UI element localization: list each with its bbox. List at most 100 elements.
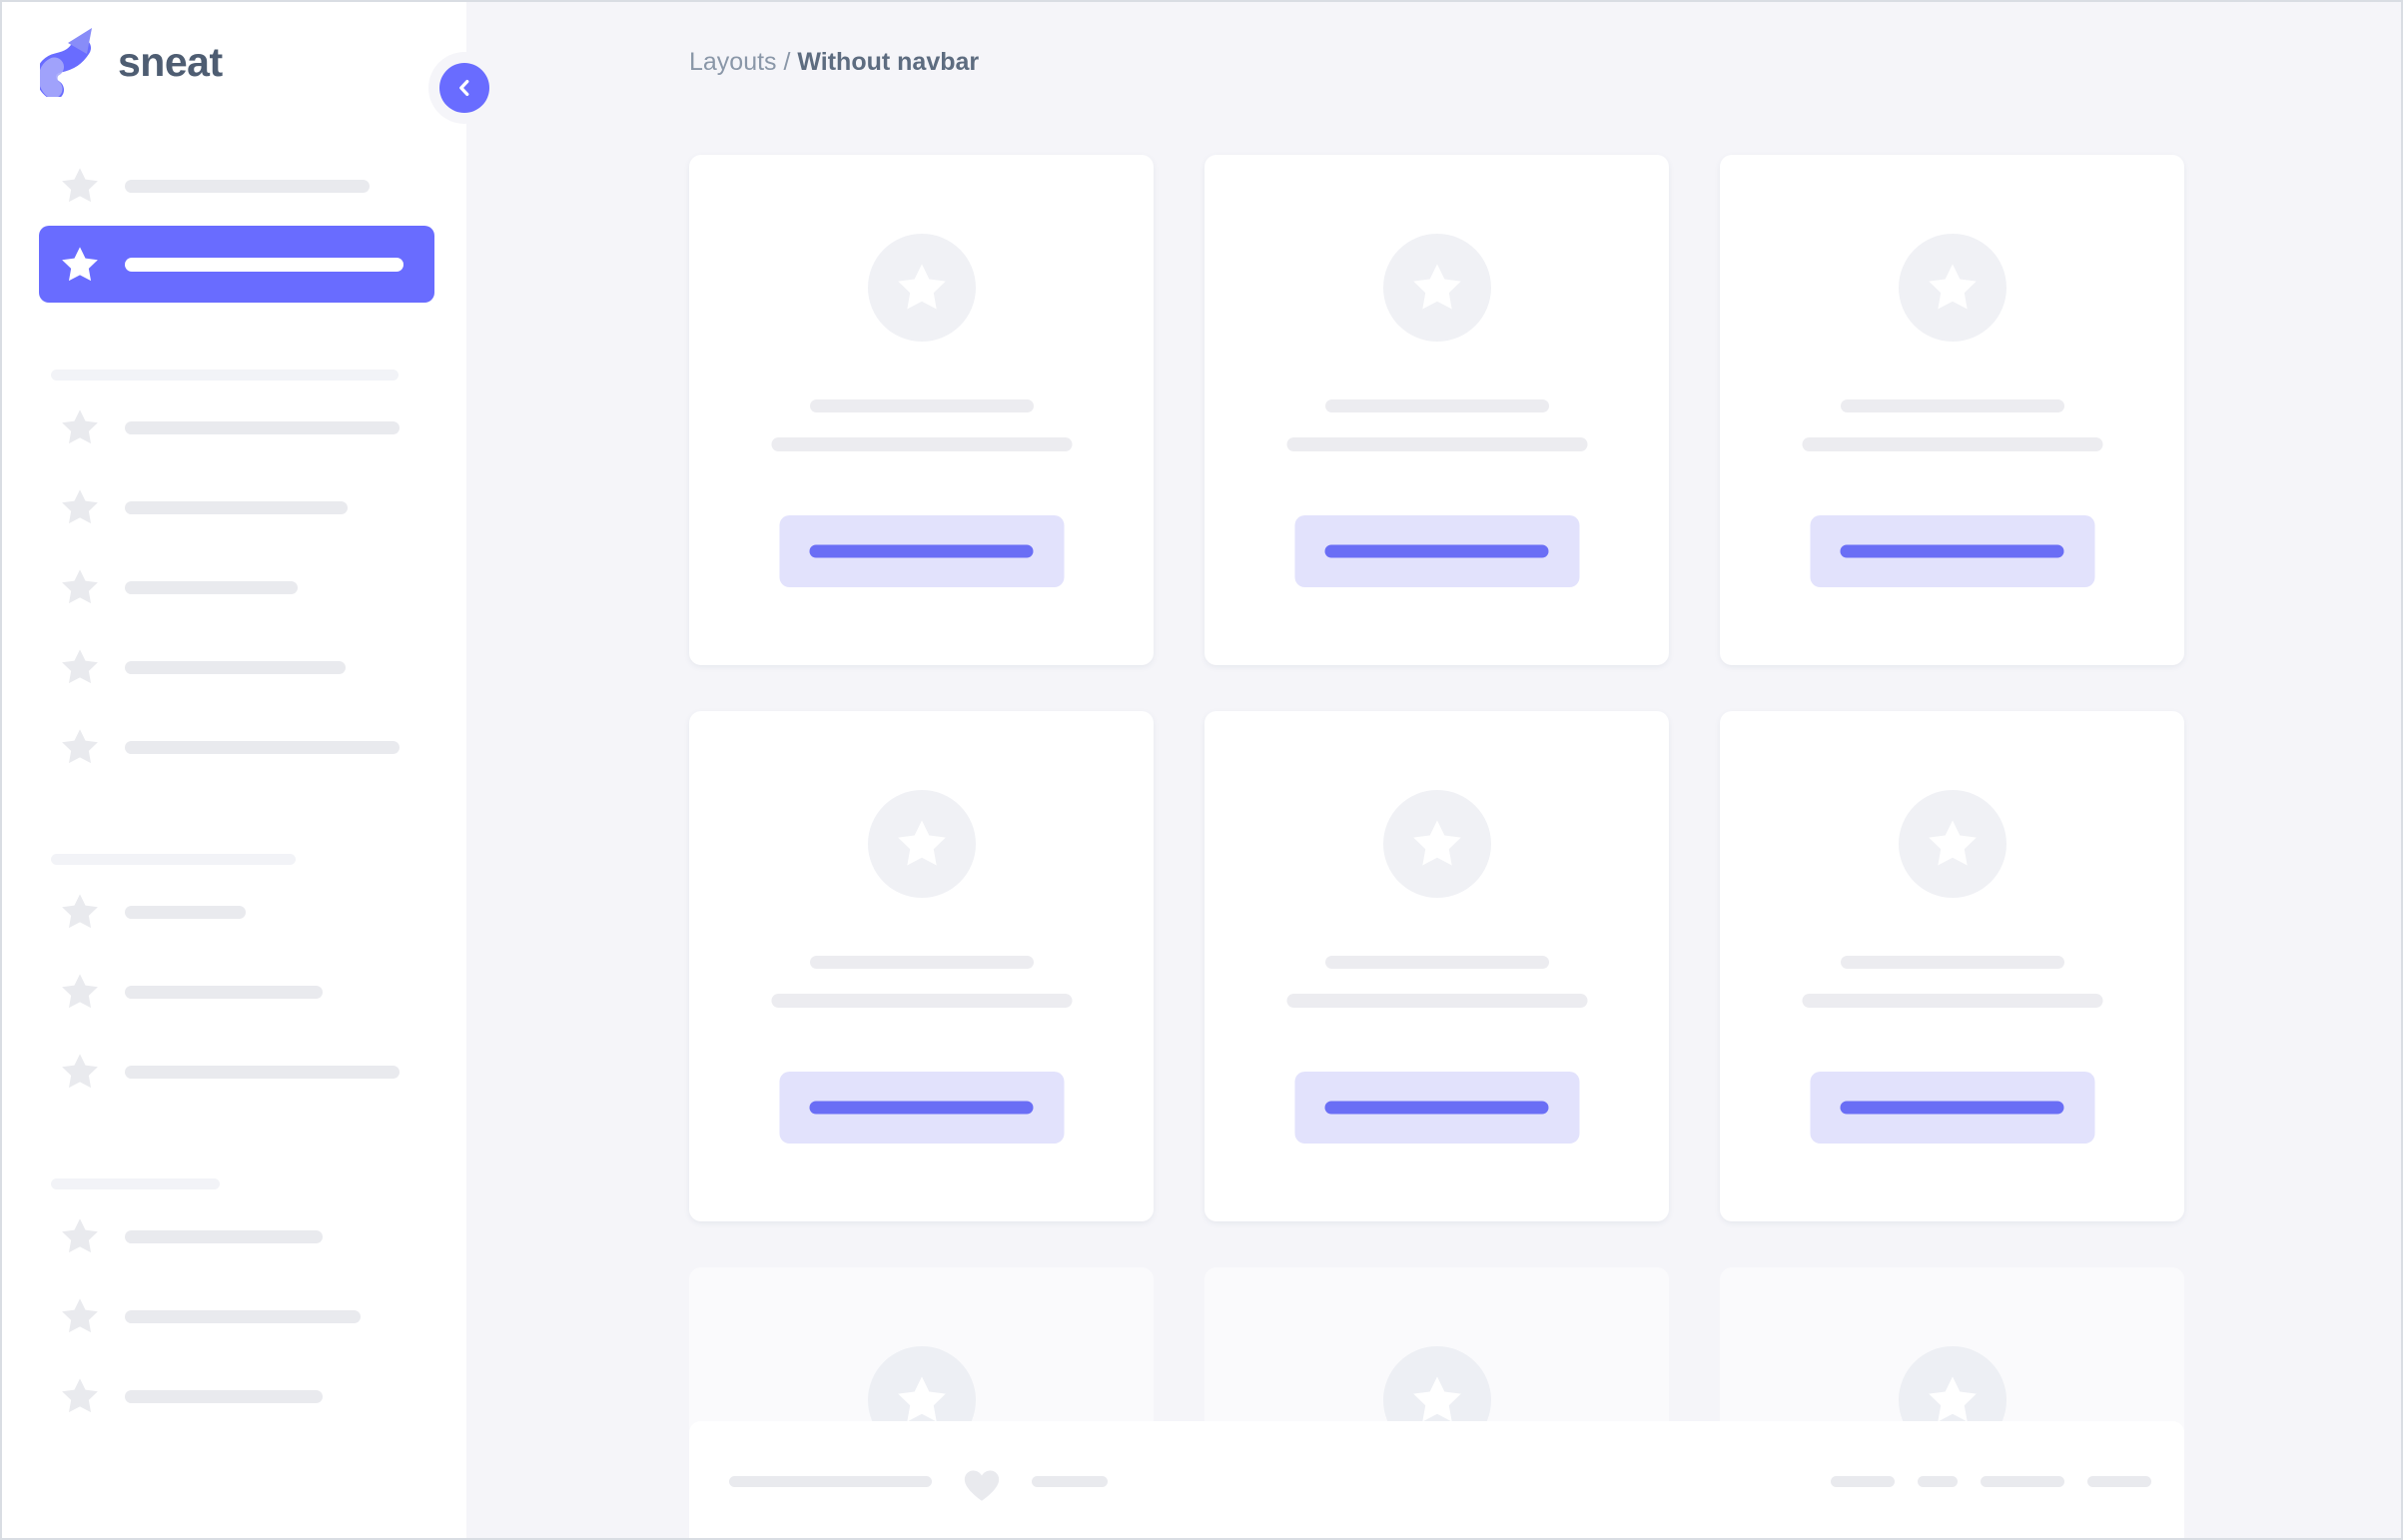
sidebar-item[interactable]: [2, 707, 466, 787]
card-action-button[interactable]: [1810, 515, 2094, 587]
card-action-button[interactable]: [779, 1072, 1064, 1144]
sidebar-section-heading-placeholder: [51, 370, 399, 381]
card-avatar: [1382, 790, 1491, 898]
button-label-placeholder: [809, 544, 1034, 558]
breadcrumb-separator: /: [776, 48, 798, 76]
star-icon: [62, 569, 98, 604]
footer-link-placeholder: [1918, 1476, 1958, 1487]
card-action-button[interactable]: [1294, 515, 1579, 587]
sidebar-menu: [2, 122, 466, 1436]
placeholder-card: [1204, 711, 1669, 1221]
star-icon: [62, 1218, 98, 1253]
card-avatar: [1382, 234, 1491, 342]
brand-name: sneat: [118, 38, 223, 85]
card-title-placeholder: [809, 399, 1034, 412]
sidebar-item[interactable]: [2, 1276, 466, 1356]
button-label-placeholder: [1840, 1101, 2064, 1115]
sidebar-item-label-placeholder: [125, 905, 246, 919]
breadcrumb: Layouts / Without navbar: [689, 48, 2401, 77]
star-icon: [1412, 264, 1461, 310]
main-content: Layouts / Without navbar: [466, 2, 2401, 1538]
sidebar-item-label-placeholder: [125, 257, 403, 272]
sidebar-section-heading-placeholder: [51, 854, 296, 865]
sidebar-item[interactable]: [2, 872, 466, 952]
sidebar-item[interactable]: [2, 467, 466, 547]
placeholder-card: [1204, 155, 1669, 665]
star-icon: [62, 649, 98, 684]
chevron-left-icon: [459, 79, 469, 97]
star-icon: [897, 820, 946, 866]
footer-links: [1831, 1476, 2151, 1487]
card-avatar: [867, 234, 976, 342]
sneat-logo-icon: [40, 27, 102, 97]
card-subtitle-placeholder: [1802, 994, 2102, 1008]
sidebar-item-label-placeholder: [125, 500, 348, 514]
footer-link-placeholder: [2087, 1476, 2151, 1487]
sidebar-item-label-placeholder: [125, 420, 400, 434]
card-title-placeholder: [1840, 956, 2064, 969]
sidebar-item[interactable]: [2, 1356, 466, 1436]
sidebar-item[interactable]: [2, 1196, 466, 1276]
sidebar: sneat: [2, 2, 466, 1538]
placeholder-card: [689, 155, 1154, 665]
sidebar-item[interactable]: [2, 627, 466, 707]
sidebar-item-label-placeholder: [125, 1309, 361, 1323]
star-icon: [1412, 1376, 1461, 1422]
star-icon: [62, 729, 98, 764]
sidebar-item[interactable]: [2, 146, 466, 226]
star-icon: [62, 246, 98, 281]
sidebar-item-label-placeholder: [125, 1389, 323, 1403]
card-action-button[interactable]: [1294, 1072, 1579, 1144]
star-icon: [62, 1054, 98, 1089]
card-title-placeholder: [1840, 399, 2064, 412]
sidebar-collapse-button[interactable]: [439, 63, 489, 113]
star-icon: [62, 1298, 98, 1333]
heart-icon[interactable]: [959, 1461, 1005, 1503]
card-subtitle-placeholder: [1802, 437, 2102, 451]
sidebar-item-label-placeholder: [125, 1065, 400, 1079]
brand[interactable]: sneat: [2, 2, 466, 122]
card-subtitle-placeholder: [771, 437, 1072, 451]
sidebar-section-heading-placeholder: [51, 1178, 220, 1189]
sidebar-item-label-placeholder: [125, 580, 298, 594]
star-icon: [62, 974, 98, 1009]
placeholder-card: [1720, 155, 2184, 665]
card-subtitle-placeholder: [1286, 437, 1587, 451]
card-title-placeholder: [1324, 956, 1549, 969]
star-icon: [62, 489, 98, 524]
sidebar-item[interactable]: [2, 1032, 466, 1112]
star-icon: [897, 1376, 946, 1422]
sidebar-item-label-placeholder: [125, 660, 346, 674]
card-grid: [689, 155, 2184, 1538]
card-subtitle-placeholder: [1286, 994, 1587, 1008]
sidebar-item[interactable]: [2, 952, 466, 1032]
star-icon: [1928, 1376, 1977, 1422]
footer-link-placeholder: [1981, 1476, 2064, 1487]
star-icon: [1928, 264, 1977, 310]
star-icon: [1412, 820, 1461, 866]
sidebar-item-label-placeholder: [125, 1229, 323, 1243]
star-icon: [62, 168, 98, 203]
button-label-placeholder: [809, 1101, 1034, 1115]
footer-link-placeholder: [1831, 1476, 1895, 1487]
star-icon: [62, 894, 98, 929]
card-avatar: [1898, 234, 2006, 342]
sidebar-item-active[interactable]: [39, 226, 434, 303]
card-avatar: [867, 790, 976, 898]
star-icon: [62, 1378, 98, 1413]
placeholder-card: [689, 711, 1154, 1221]
button-label-placeholder: [1840, 544, 2064, 558]
card-action-button[interactable]: [779, 515, 1064, 587]
sidebar-item[interactable]: [2, 547, 466, 627]
card-subtitle-placeholder: [771, 994, 1072, 1008]
breadcrumb-item: Without navbar: [797, 48, 980, 76]
breadcrumb-item[interactable]: Layouts: [689, 48, 777, 76]
sidebar-item-label-placeholder: [125, 740, 400, 754]
sidebar-item-label-placeholder: [125, 985, 323, 999]
button-label-placeholder: [1324, 544, 1549, 558]
card-action-button[interactable]: [1810, 1072, 2094, 1144]
sidebar-item[interactable]: [2, 387, 466, 467]
star-icon: [1928, 820, 1977, 866]
footer-text-placeholder: [729, 1476, 932, 1487]
